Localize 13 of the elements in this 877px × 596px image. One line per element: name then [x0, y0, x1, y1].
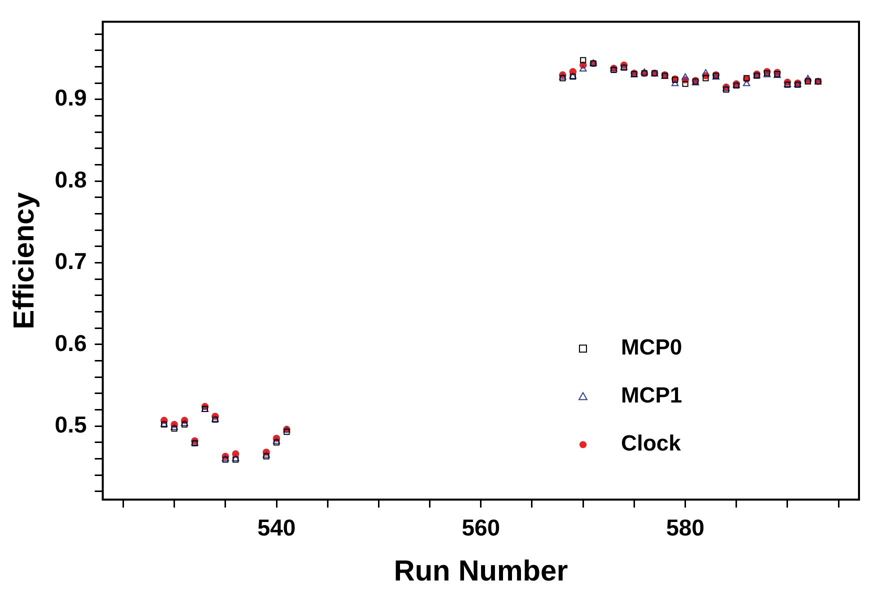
y-tick-label: 0.8 — [54, 166, 87, 192]
x-tick-label: 580 — [666, 514, 704, 541]
legend-label: MCP0 — [620, 334, 682, 360]
y-tick-label: 0.6 — [54, 330, 87, 356]
y-tick-label: 0.7 — [54, 248, 87, 274]
x-axis-title: Run Number — [394, 556, 568, 588]
y-axis-title: Efficiency — [8, 192, 40, 330]
y-tick-label: 0.5 — [54, 411, 87, 438]
x-tick-label: 540 — [257, 514, 296, 541]
legend-label: Clock — [620, 430, 682, 456]
legend-label: MCP1 — [620, 382, 682, 408]
x-tick-label: 560 — [462, 514, 500, 541]
y-tick-label: 0.9 — [54, 84, 87, 111]
